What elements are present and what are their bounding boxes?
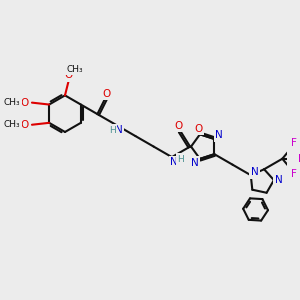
Text: N: N xyxy=(251,167,259,177)
Text: N: N xyxy=(275,175,283,185)
Text: O: O xyxy=(194,124,202,134)
Text: O: O xyxy=(21,120,29,130)
Text: N: N xyxy=(191,158,199,168)
Text: H: H xyxy=(177,154,184,164)
Text: N: N xyxy=(115,125,123,135)
Text: O: O xyxy=(21,98,29,108)
Text: H: H xyxy=(109,126,116,135)
Text: N: N xyxy=(170,157,178,167)
Text: CH₃: CH₃ xyxy=(4,120,20,129)
Text: F: F xyxy=(291,169,297,179)
Text: O: O xyxy=(65,70,73,80)
Text: CH₃: CH₃ xyxy=(66,65,83,74)
Text: O: O xyxy=(103,89,111,99)
Text: F: F xyxy=(298,154,300,164)
Text: F: F xyxy=(291,139,297,148)
Text: N: N xyxy=(215,130,223,140)
Text: O: O xyxy=(175,121,183,130)
Text: CH₃: CH₃ xyxy=(4,98,20,107)
